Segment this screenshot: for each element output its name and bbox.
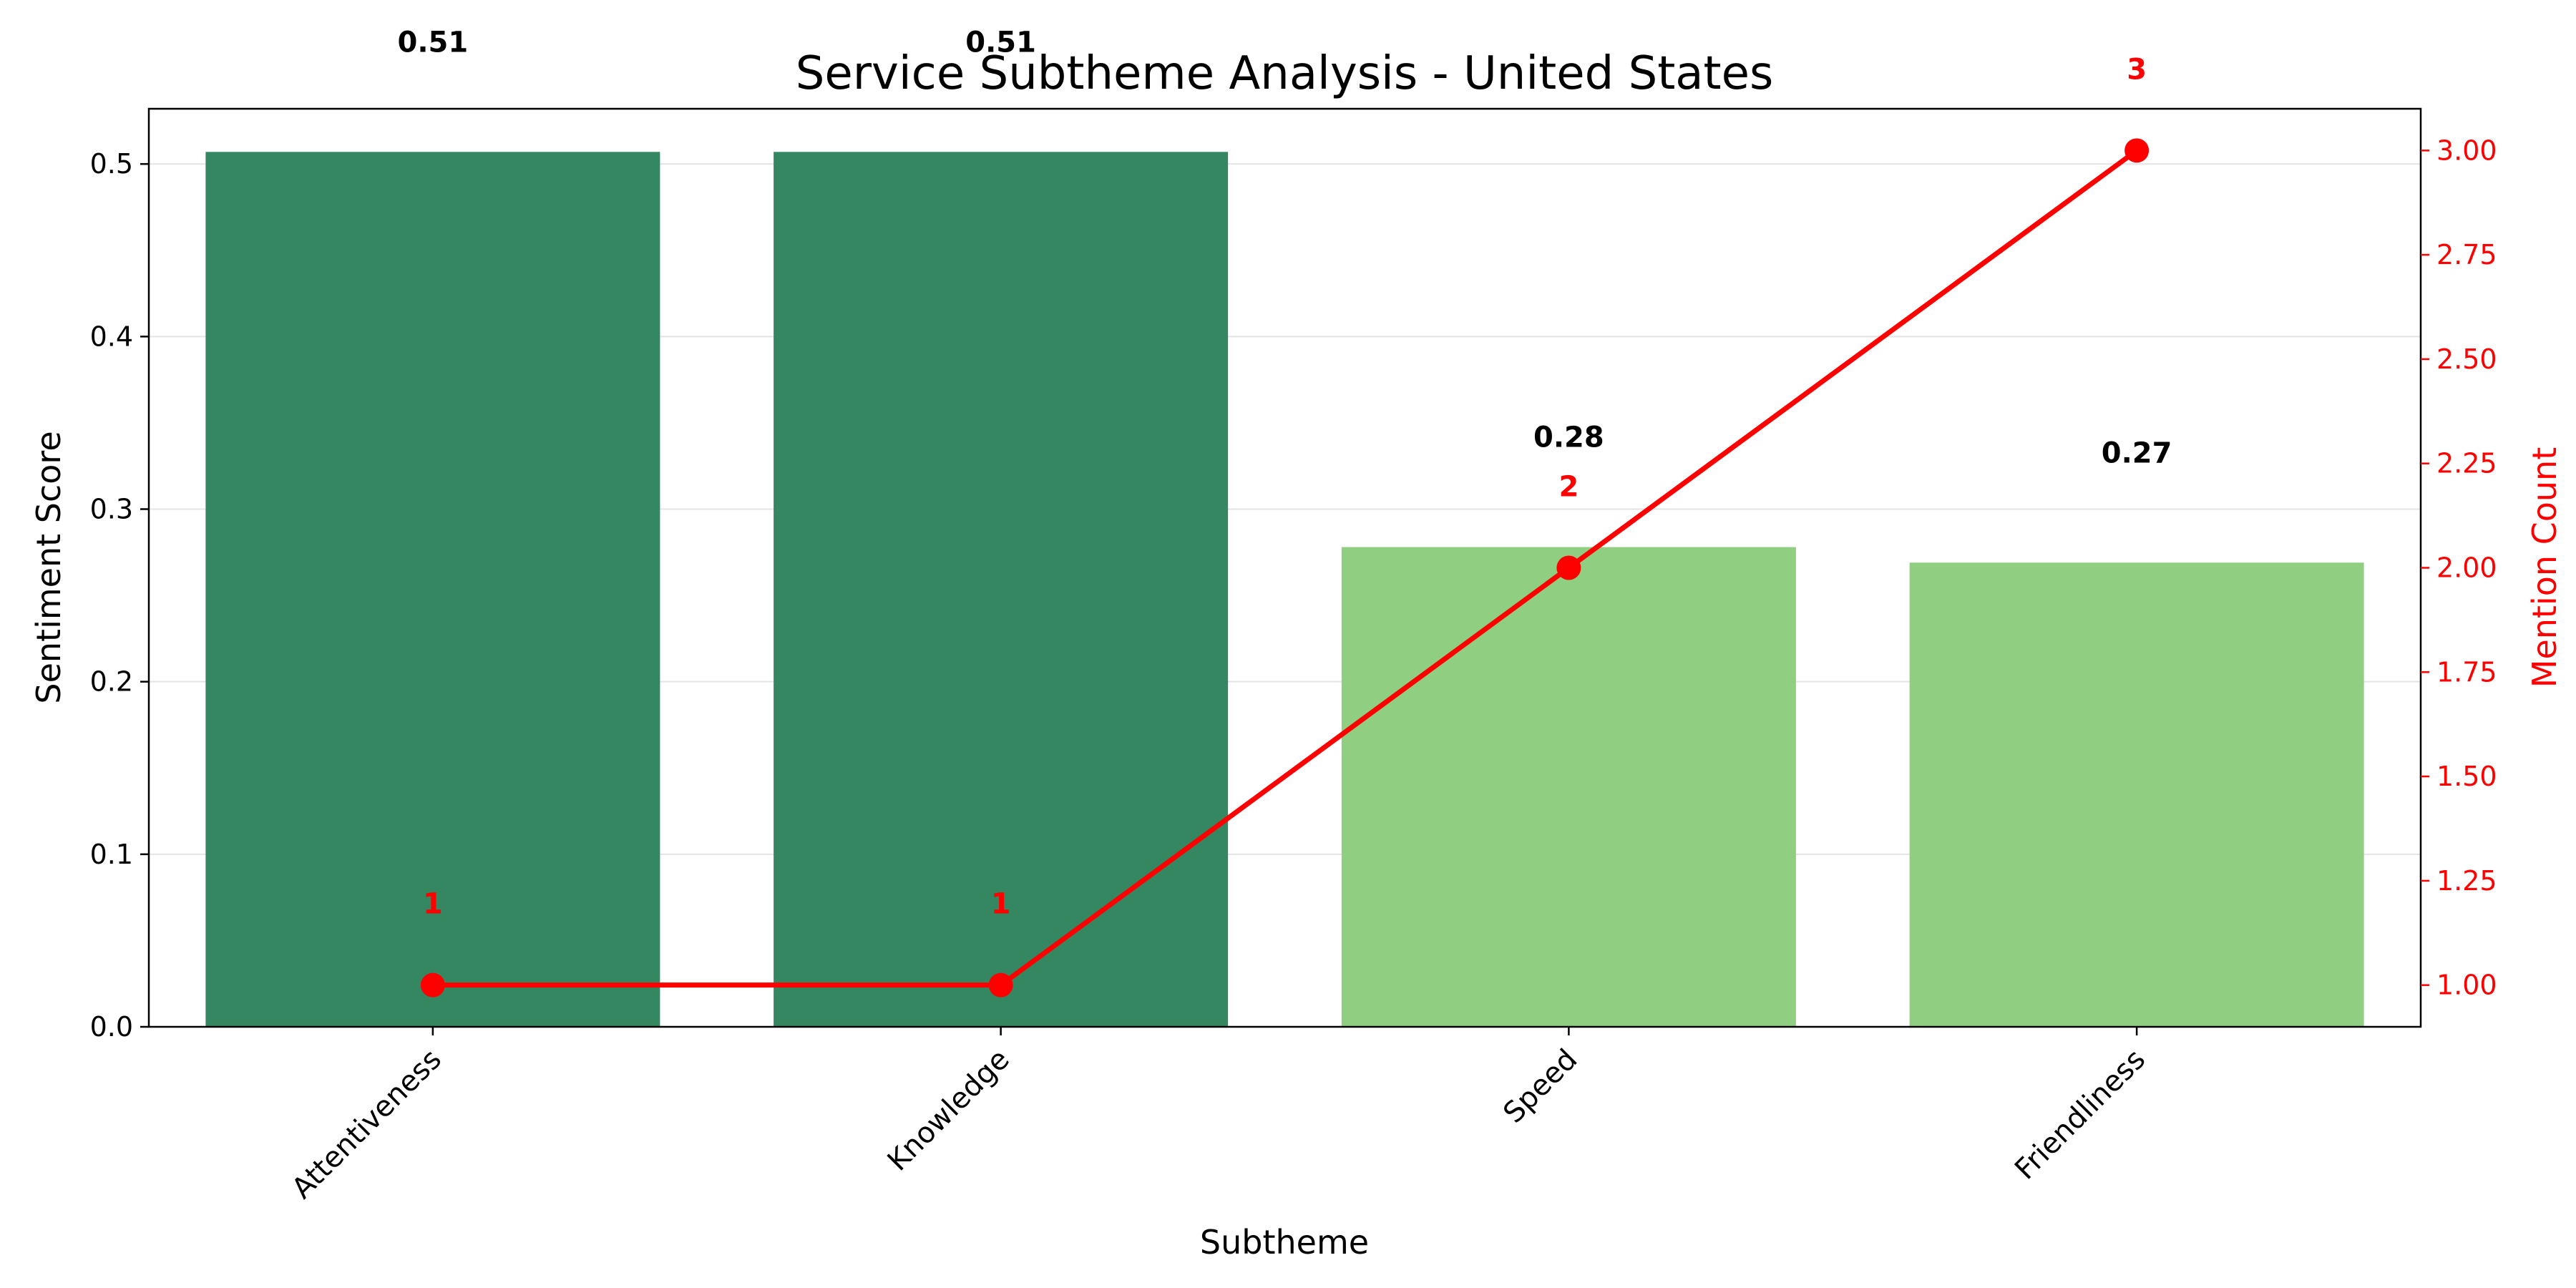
left-tick-label: 0.0 [90,1011,133,1043]
right-tick-label: 1.25 [2436,865,2497,897]
right-axis: 1.00 1.25 1.50 1.75 2.00 2.25 2.50 2.75 3.00 [2421,135,2497,1001]
left-tick-label: 0.3 [90,494,133,525]
right-tick-label: 3.00 [2436,135,2497,166]
x-tick-label-knowledge: Knowledge [882,1043,1016,1178]
chart-title: Service Subtheme Analysis - United State… [796,47,1774,100]
bar-value-label-friendliness: 0.27 [2102,436,2172,469]
count-label-speed: 2 [1558,471,1579,504]
bar-value-label-speed: 0.28 [1533,421,1604,454]
right-tick-label: 1.50 [2436,761,2497,792]
bar-friendliness [1909,562,2364,1027]
right-tick-label: 2.75 [2436,239,2497,270]
right-axis-title: Mention Count [2525,447,2564,688]
mention-count-point-attentiveness [420,972,445,997]
mention-count-line-layer [420,138,2150,997]
mention-count-line [432,148,2139,988]
bars-layer [205,152,2364,1027]
x-tick-label-friendliness: Friendliness [2009,1043,2152,1186]
right-tick-label: 1.00 [2436,970,2497,1001]
left-tick-label: 0.1 [90,839,133,870]
left-axis-title: Sentiment Score [29,431,68,703]
data-labels-layer: 0.51 0.51 0.28 0.27 1 1 2 3 [398,26,2172,920]
right-tick-label: 2.50 [2436,343,2497,375]
right-tick-label: 1.75 [2436,656,2497,688]
mention-count-point-speed [1556,555,1581,580]
bar-speed [1341,547,1796,1027]
x-tick-label-attentiveness: Attentiveness [286,1043,448,1206]
left-tick-label: 0.2 [90,666,133,698]
left-axis: 0.0 0.1 0.2 0.3 0.4 0.5 [90,148,149,1043]
bar-attentiveness [205,152,660,1027]
left-tick-label: 0.4 [90,321,133,352]
count-label-knowledge: 1 [991,888,1011,921]
x-axis: Attentiveness Knowledge Speed Friendliness [286,1027,2152,1205]
count-label-friendliness: 3 [2127,53,2147,86]
x-tick-label-speed: Speed [1497,1043,1584,1130]
left-tick-label: 0.5 [90,148,133,180]
right-tick-label: 2.25 [2436,448,2497,479]
bar-knowledge [774,152,1229,1027]
bar-value-label-attentiveness: 0.51 [398,26,469,59]
mention-count-point-friendliness [2124,138,2150,163]
count-label-attentiveness: 1 [423,888,443,921]
right-tick-label: 2.00 [2436,552,2497,584]
mention-count-point-knowledge [988,972,1013,997]
bar-value-label-knowledge: 0.51 [965,26,1036,59]
x-axis-title: Subtheme [1200,1223,1369,1262]
